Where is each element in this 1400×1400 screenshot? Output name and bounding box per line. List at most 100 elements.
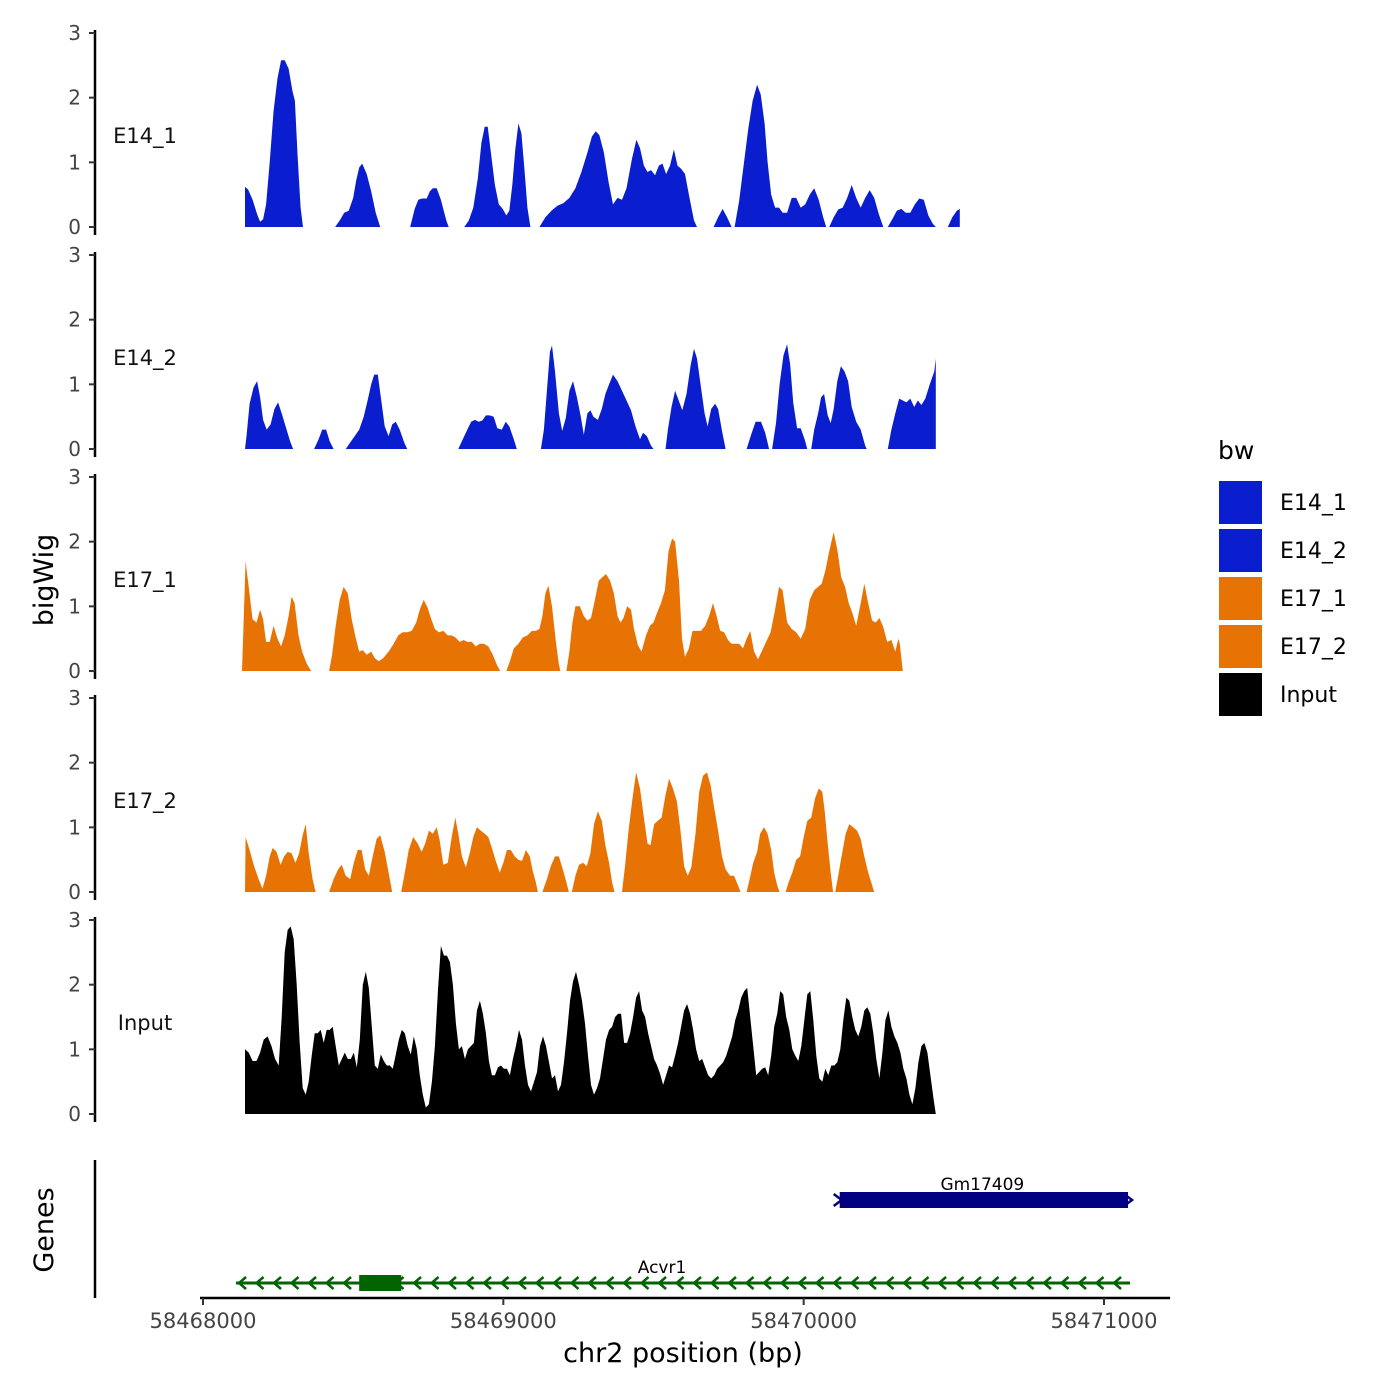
x-tick-label: 58471000 <box>1051 1309 1158 1333</box>
strand-chevron <box>657 1276 667 1290</box>
y-tick-label: 2 <box>68 973 81 997</box>
strand-chevron <box>517 1276 527 1290</box>
strand-chevron <box>797 1276 807 1290</box>
strand-chevron <box>482 1276 492 1290</box>
strand-chevron <box>937 1276 947 1290</box>
strand-chevron <box>534 1276 545 1290</box>
x-axis-title: chr2 position (bp) <box>563 1338 803 1369</box>
strand-chevron <box>254 1276 265 1290</box>
x-tick-label: 58470000 <box>750 1309 857 1333</box>
strand-chevron <box>954 1276 965 1290</box>
strand-arrow <box>1123 1193 1135 1207</box>
strand-chevron <box>762 1276 772 1290</box>
legend-label: E17_2 <box>1280 635 1347 660</box>
strand-chevron <box>709 1276 720 1290</box>
strand-chevron <box>464 1276 475 1290</box>
coverage-area <box>245 772 875 892</box>
strand-chevron <box>447 1276 457 1290</box>
y-tick-label: 2 <box>68 530 81 554</box>
strand-chevron <box>779 1276 790 1290</box>
legend-label: E14_1 <box>1280 491 1347 516</box>
strand-chevron <box>324 1276 335 1290</box>
y-tick-label: 3 <box>68 21 81 45</box>
legend-item-e17-1: E17_1 <box>1217 575 1347 622</box>
coverage-area <box>245 344 936 449</box>
y-tick-label: 0 <box>68 437 81 461</box>
y-tick-label: 3 <box>68 243 81 267</box>
y-tick-label: 1 <box>68 1037 81 1061</box>
strand-chevron <box>307 1276 317 1290</box>
strand-chevron <box>587 1276 597 1290</box>
y-tick-label: 0 <box>68 215 81 239</box>
gene-acvr1: Acvr1 <box>236 1258 1131 1291</box>
legend-item-e17-2: E17_2 <box>1217 623 1347 670</box>
x-tick-label: 58469000 <box>450 1309 557 1333</box>
legend-item-input: Input <box>1217 671 1337 718</box>
track-input: 0 1 2 3 Input <box>68 908 936 1126</box>
y-tick-label: 1 <box>68 150 81 174</box>
gene-body <box>839 1192 1129 1208</box>
strand-chevron <box>867 1276 877 1290</box>
legend-item-e14-2: E14_2 <box>1217 527 1347 574</box>
y-tick-label: 3 <box>68 686 81 710</box>
y-tick-label: 1 <box>68 594 81 618</box>
strand-chevron <box>499 1276 510 1290</box>
strand-arrow <box>832 1193 844 1207</box>
genes-axis-title: Genes <box>29 1187 60 1272</box>
strand-chevron <box>972 1276 982 1290</box>
strand-chevron <box>569 1276 580 1290</box>
strand-chevron <box>1112 1276 1122 1290</box>
y-tick-label: 1 <box>68 372 81 396</box>
strand-chevron <box>884 1276 895 1290</box>
strand-chevron <box>639 1276 650 1290</box>
legend-swatch <box>1217 479 1264 526</box>
y-tick-label: 3 <box>68 465 81 489</box>
strand-chevron <box>342 1276 352 1290</box>
track-label: E14_1 <box>113 124 177 149</box>
legend-item-e14-1: E14_1 <box>1217 479 1347 526</box>
y-tick-label: 2 <box>68 308 81 332</box>
strand-chevron <box>744 1276 755 1290</box>
strand-chevron <box>429 1276 440 1290</box>
strand-chevron <box>919 1276 930 1290</box>
strand-chevron <box>622 1276 632 1290</box>
track-e14-2: 0 1 2 3 E14_2 <box>68 243 936 461</box>
legend-swatch <box>1217 575 1264 622</box>
track-e17-1: 0 1 2 3 E17_1 <box>68 465 903 683</box>
gene-label: Acvr1 <box>638 1258 687 1278</box>
strand-chevron <box>727 1276 737 1290</box>
strand-chevron <box>237 1276 247 1290</box>
strand-chevron <box>289 1276 300 1290</box>
y-tick-label: 1 <box>68 815 81 839</box>
strand-chevron <box>1007 1276 1017 1290</box>
track-label: E17_2 <box>113 789 177 814</box>
legend-swatch <box>1217 671 1264 718</box>
strand-chevron <box>604 1276 615 1290</box>
gene-label: Gm17409 <box>940 1175 1024 1195</box>
strand-chevron <box>1024 1276 1035 1290</box>
strand-chevron <box>902 1276 912 1290</box>
y-tick-label: 3 <box>68 908 81 932</box>
gene-exon <box>359 1275 402 1291</box>
strand-chevron <box>989 1276 1000 1290</box>
y-tick-label: 0 <box>68 880 81 904</box>
strand-chevron <box>272 1276 282 1290</box>
legend-swatch <box>1217 527 1264 574</box>
legend-label: E14_2 <box>1280 539 1347 564</box>
strand-chevron <box>1094 1276 1105 1290</box>
track-e17-2: 0 1 2 3 E17_2 <box>68 686 875 904</box>
y-tick-label: 2 <box>68 751 81 775</box>
strand-chevron <box>412 1276 422 1290</box>
coverage-area <box>242 532 903 671</box>
strand-chevron <box>552 1276 562 1290</box>
legend-label: Input <box>1280 683 1337 708</box>
legend-swatch <box>1217 623 1264 670</box>
legend: bw E14_1 E14_2 E17_1 E17_2 Input <box>1217 436 1347 718</box>
strand-chevron <box>1042 1276 1052 1290</box>
y-axis-title: bigWig <box>29 534 60 627</box>
strand-chevron <box>849 1276 860 1290</box>
coverage-area <box>245 926 936 1114</box>
strand-chevron <box>1059 1276 1070 1290</box>
track-label: Input <box>118 1011 172 1035</box>
